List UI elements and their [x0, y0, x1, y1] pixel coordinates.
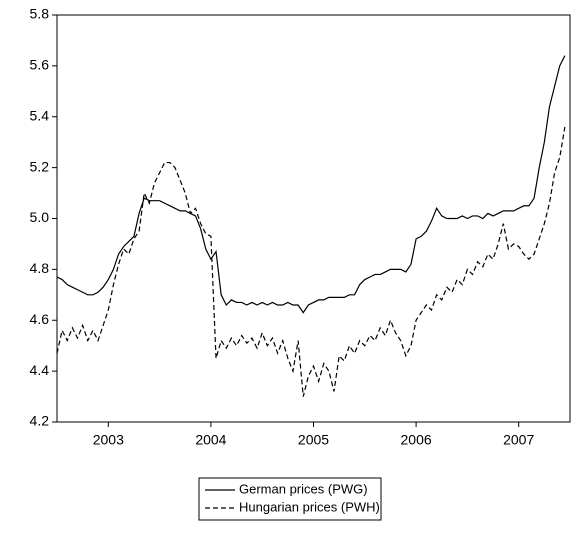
- legend-label: Hungarian prices (PWH): [239, 499, 380, 514]
- plot-frame: [56, 14, 571, 423]
- y-tick-label: 4.6: [30, 311, 50, 327]
- series-line: [56, 126, 566, 397]
- x-tick-label: 2005: [298, 432, 329, 448]
- y-tick-label: 4.8: [30, 260, 50, 276]
- y-tick-label: 4.2: [30, 413, 50, 429]
- series-line: [56, 55, 566, 314]
- y-tick-label: 4.4: [30, 362, 50, 378]
- x-tick-label: 2007: [503, 432, 534, 448]
- legend-label: German prices (PWG): [239, 481, 368, 496]
- y-tick-label: 5.2: [30, 158, 50, 174]
- x-tick-label: 2003: [93, 432, 124, 448]
- legend-box: [198, 477, 382, 521]
- y-tick-label: 5.0: [30, 209, 50, 225]
- y-tick-label: 5.8: [30, 6, 50, 22]
- y-tick-label: 5.6: [30, 57, 50, 73]
- y-tick-label: 5.4: [30, 107, 50, 123]
- x-tick-label: 2006: [401, 432, 432, 448]
- x-tick-label: 2004: [195, 432, 226, 448]
